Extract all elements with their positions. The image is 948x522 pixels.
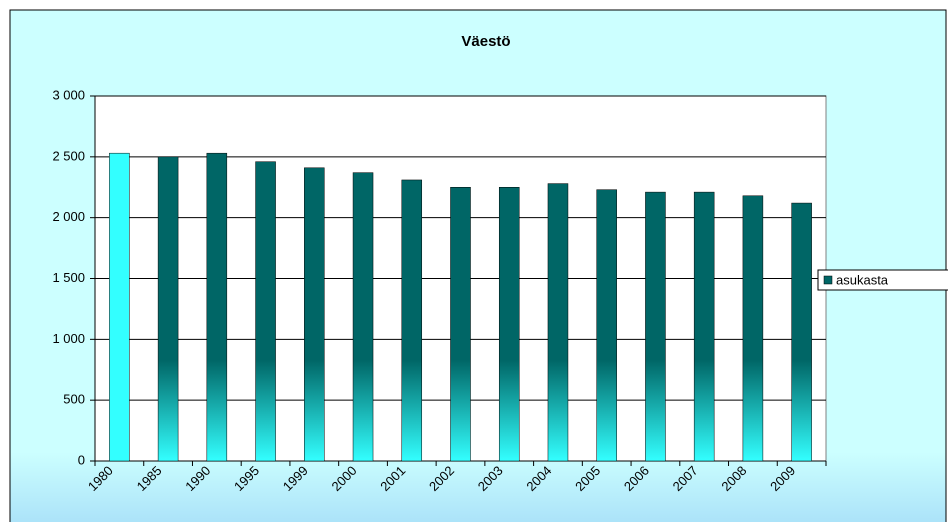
legend-label: asukasta — [836, 272, 889, 287]
y-tick-label: 1 500 — [52, 270, 85, 285]
bar — [498, 187, 520, 462]
y-tick-label: 1 000 — [52, 331, 85, 346]
bar — [450, 187, 471, 462]
chart-title: Väestö — [461, 33, 510, 50]
bar — [645, 191, 666, 462]
bar — [693, 191, 715, 462]
bar — [304, 167, 325, 462]
legend-box — [817, 269, 948, 291]
bar — [109, 152, 130, 462]
y-tick-label: 500 — [63, 392, 85, 407]
bar — [791, 202, 812, 462]
y-tick-label: 3 000 — [52, 87, 85, 102]
y-tick-label: 0 — [78, 452, 85, 467]
y-tick-label: 2 000 — [52, 209, 85, 224]
bar — [206, 152, 228, 462]
bar — [596, 189, 617, 462]
legend-swatch — [823, 275, 833, 285]
bar — [157, 156, 179, 462]
bar — [742, 195, 764, 462]
bar — [547, 183, 569, 462]
bar — [255, 161, 276, 462]
bar — [352, 172, 374, 462]
y-tick-label: 2 500 — [52, 148, 85, 163]
bar — [401, 179, 423, 462]
